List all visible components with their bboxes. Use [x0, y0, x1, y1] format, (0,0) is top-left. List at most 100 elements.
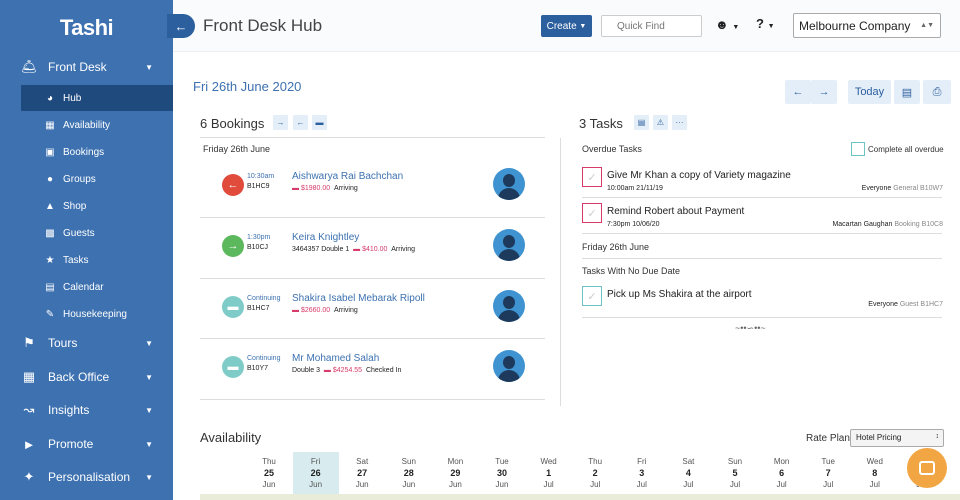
- nav-promote[interactable]: ► Promote ▼: [0, 432, 173, 456]
- booking-guest-name[interactable]: Aishwarya Rai Bachchan: [292, 171, 404, 182]
- availability-day[interactable]: Fri 3 Jul: [619, 452, 665, 494]
- booking-row[interactable]: ← 10:30am B1HC9 Aishwarya Rai Bachchan ▬…: [200, 158, 545, 218]
- divider: [200, 137, 545, 138]
- ellipsis-icon: ···: [675, 118, 684, 127]
- print-button[interactable]: ⎙: [923, 80, 951, 104]
- nav-personalisation[interactable]: ✦ Personalisation ▼: [0, 465, 173, 489]
- prev-day-button[interactable]: ←: [785, 80, 811, 104]
- tasks-more-button[interactable]: ···: [672, 115, 687, 130]
- sidebar-item-calendar[interactable]: ▤ Calendar: [21, 274, 173, 300]
- task-text[interactable]: Remind Robert about Payment: [607, 206, 745, 217]
- today-button[interactable]: Today: [848, 80, 891, 104]
- chevron-down-icon: ▼: [145, 62, 153, 72]
- task-text[interactable]: Give Mr Khan a copy of Variety magazine: [607, 170, 791, 181]
- booking-ref: B1HC9: [247, 183, 270, 190]
- departures-filter-button[interactable]: ←: [293, 115, 308, 130]
- booking-row[interactable]: ▬ Continuing B1HC7 Shakira Isabel Mebara…: [200, 280, 545, 340]
- day-mon: Jun: [262, 480, 276, 489]
- task-text[interactable]: Pick up Ms Shakira at the airport: [607, 289, 752, 300]
- basket-icon: ▲: [45, 200, 55, 212]
- availability-day[interactable]: Tue 30 Jun: [479, 452, 525, 494]
- booking-guest-name[interactable]: Shakira Isabel Mebarak Ripoll: [292, 293, 425, 304]
- arrow-right-icon: →: [276, 118, 285, 127]
- sidebar-item-bookings[interactable]: ▣ Bookings: [21, 139, 173, 165]
- broom-icon: ✎: [45, 308, 55, 320]
- sidebar-item-tasks[interactable]: ★ Tasks: [21, 247, 173, 273]
- chevron-down-icon: ▼: [145, 439, 153, 449]
- task-checkbox[interactable]: ✓: [582, 203, 602, 223]
- company-value: Melbourne Company: [799, 19, 911, 33]
- booking-guest-name[interactable]: Keira Knightley: [292, 232, 360, 243]
- sidebar-item-label: Hub: [63, 92, 82, 104]
- day-num: 8: [872, 468, 878, 478]
- nav-front-desk[interactable]: 🛎 Front Desk ▼: [0, 55, 173, 79]
- day-mon: Jul: [636, 480, 647, 489]
- booking-info: ▬ $1980.00 Arriving: [292, 185, 358, 192]
- availability-day[interactable]: Mon 6 Jul: [759, 452, 805, 494]
- nav-insights[interactable]: ↝ Insights ▼: [0, 398, 173, 422]
- inhouse-filter-button[interactable]: ▬: [312, 115, 327, 130]
- availability-day[interactable]: Wed 1 Jul: [526, 452, 572, 494]
- sidebar-item-shop[interactable]: ▲ Shop: [21, 193, 173, 219]
- booking-row[interactable]: → 1:30pm B10CJ Keira Knightley 3464357 D…: [200, 219, 545, 279]
- chevron-down-icon: ▼: [145, 472, 153, 482]
- chat-launcher[interactable]: [907, 448, 947, 488]
- tasks-alert-button[interactable]: ⚠: [653, 115, 668, 130]
- task-checkbox[interactable]: ✓: [582, 286, 602, 306]
- availability-day[interactable]: Sun 28 Jun: [386, 452, 432, 494]
- next-day-button[interactable]: →: [811, 80, 837, 104]
- availability-day[interactable]: Thu 2 Jul: [572, 452, 618, 494]
- nav-back-office[interactable]: ▦ Back Office ▼: [0, 365, 173, 389]
- user-icon: ☻: [715, 17, 729, 32]
- chevron-down-icon: ▼: [145, 405, 153, 415]
- sidebar-item-availability[interactable]: ▦ Availability: [21, 112, 173, 138]
- sidebar-item-label: Availability: [63, 119, 111, 131]
- sidebar-item-hub[interactable]: ◕ Hub: [21, 85, 173, 111]
- booking-ref: B10Y7: [247, 365, 269, 372]
- create-button[interactable]: Create ▼: [541, 15, 592, 37]
- nav-tours[interactable]: ⚑ Tours ▼: [0, 331, 173, 355]
- arrivals-filter-button[interactable]: →: [273, 115, 288, 130]
- hub-date: Fri 26th June 2020: [193, 79, 302, 94]
- booking-guest-name[interactable]: Mr Mohamed Salah: [292, 353, 380, 364]
- day-dow: Fri: [310, 457, 321, 466]
- availability-day[interactable]: Thu 25 Jun: [246, 452, 292, 494]
- availability-day[interactable]: Sat 4 Jul: [665, 452, 711, 494]
- availability-day[interactable]: Mon 29 Jun: [432, 452, 478, 494]
- day-dow: Sun: [727, 457, 743, 466]
- sidebar-item-label: Calendar: [63, 281, 104, 293]
- availability-day[interactable]: Sun 5 Jul: [712, 452, 758, 494]
- help-menu[interactable]: ? ▼: [756, 16, 775, 31]
- nav-back-office-label: Back Office: [48, 370, 110, 384]
- back-button[interactable]: ←: [167, 14, 195, 38]
- day-mon: Jul: [823, 480, 834, 489]
- availability-day[interactable]: Tue 7 Jul: [805, 452, 851, 494]
- tasks-title: 3 Tasks: [579, 116, 623, 131]
- sidebar-item-label: Tasks: [63, 254, 89, 266]
- rate-plan-select[interactable]: Hotel Pricing ↕: [850, 429, 944, 447]
- booking-ref: B10CJ: [247, 244, 269, 251]
- task-ref[interactable]: Booking B10C8: [894, 221, 943, 228]
- task-ref[interactable]: General B10W7: [893, 185, 943, 192]
- calendar-icon: ▤: [45, 281, 55, 293]
- day-dow: Wed: [866, 457, 883, 466]
- tasks-calendar-button[interactable]: ▤: [634, 115, 649, 130]
- quick-find-input[interactable]: [601, 15, 702, 37]
- user-menu[interactable]: ☻ ▼: [715, 17, 739, 32]
- availability-day[interactable]: Wed 8 Jul: [852, 452, 898, 494]
- sidebar-item-groups[interactable]: ● Groups: [21, 166, 173, 192]
- calendar-button[interactable]: ▤: [894, 80, 920, 104]
- booking-row[interactable]: ▬ Continuing B10Y7 Mr Mohamed Salah Doub…: [200, 340, 545, 400]
- availability-day[interactable]: Fri 26 Jun: [292, 452, 339, 494]
- company-select[interactable]: Melbourne Company ▲▼: [793, 13, 941, 38]
- grid-icon: ▦: [45, 119, 55, 131]
- complete-all-checkbox[interactable]: [851, 142, 865, 156]
- task-ref[interactable]: Guest B1HC7: [899, 301, 943, 308]
- day-mon: Jul: [869, 480, 880, 489]
- tashi-logo[interactable]: Tashi: [59, 15, 114, 40]
- sidebar-item-housekeeping[interactable]: ✎ Housekeeping: [21, 301, 173, 327]
- task-checkbox[interactable]: ✓: [582, 167, 602, 187]
- sidebar-item-label: Guests: [63, 227, 95, 239]
- sidebar-item-guests[interactable]: ▩ Guests: [21, 220, 173, 246]
- availability-day[interactable]: Sat 27 Jun: [339, 452, 385, 494]
